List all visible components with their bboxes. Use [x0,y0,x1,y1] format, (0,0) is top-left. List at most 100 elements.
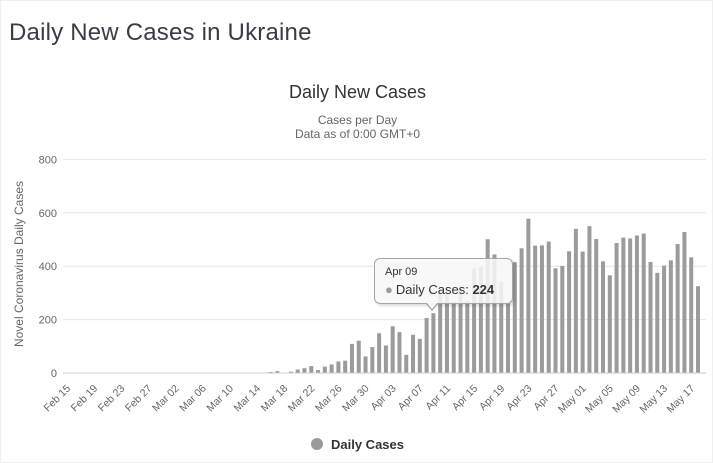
daily-cases-bar[interactable] [322,366,327,373]
daily-cases-bar[interactable] [587,226,592,373]
daily-cases-bar[interactable] [316,370,321,373]
x-tick-label: Mar 02 [150,383,182,415]
daily-cases-bar[interactable] [478,267,483,373]
daily-cases-bar[interactable] [268,371,273,373]
x-tick-label: Feb 19 [69,383,101,415]
legend-item-daily-cases[interactable]: Daily Cases [1,434,712,454]
tooltip-arrow-fill [426,302,438,309]
daily-cases-bar[interactable] [621,237,626,373]
daily-cases-bar[interactable] [451,301,456,373]
x-tick-label: May 13 [637,383,670,416]
daily-cases-bar[interactable] [356,340,361,373]
tooltip: Apr 09 ● Daily Cases: 224 [374,258,513,311]
x-tick-label: Mar 26 [313,383,345,415]
daily-cases-bar[interactable] [648,261,653,373]
x-tick-label: Apr 15 [450,383,480,413]
daily-cases-bar[interactable] [465,300,470,373]
daily-cases-bar[interactable] [628,238,633,373]
tooltip-date: Apr 09 [385,266,418,278]
x-tick-label: May 05 [583,383,616,416]
daily-cases-bar[interactable] [607,275,612,373]
daily-cases-bar[interactable] [404,354,409,373]
x-tick-label: Mar 30 [340,383,372,415]
page-title: Daily New Cases in Ukraine [9,19,312,46]
daily-cases-bar[interactable] [397,332,402,373]
daily-cases-bar[interactable] [302,368,307,373]
daily-cases-bar[interactable] [485,239,490,373]
x-tick-label: May 09 [610,383,643,416]
daily-cases-bar[interactable] [288,371,293,373]
daily-cases-bar[interactable] [383,345,388,373]
x-tick-label: Mar 06 [177,383,209,415]
daily-cases-bar[interactable] [336,361,341,373]
daily-cases-bar[interactable] [573,228,578,373]
x-tick-label: Feb 27 [123,383,155,415]
chart-subtitle-line1: Cases per Day [317,113,398,127]
daily-cases-bar[interactable] [431,313,436,373]
daily-cases-bar[interactable] [295,369,300,373]
daily-cases-bar[interactable] [539,245,544,373]
x-tick-label: Apr 03 [368,383,398,413]
daily-cases-bar[interactable] [668,260,673,373]
daily-cases-bar[interactable] [275,371,280,373]
daily-cases-bar[interactable] [499,281,504,373]
x-tick-label: Apr 11 [423,383,453,413]
daily-cases-bar[interactable] [329,364,334,373]
daily-cases-bar[interactable] [363,356,368,373]
daily-cases-bar[interactable] [634,235,639,373]
daily-cases-bar[interactable] [377,333,382,373]
daily-cases-bar[interactable] [492,254,497,373]
daily-cases-bar[interactable] [682,232,687,373]
daily-cases-bar[interactable] [662,265,667,373]
series-marker-icon: ● [385,282,393,297]
x-tick-label: Feb 23 [96,383,128,415]
daily-cases-bar[interactable] [526,218,531,373]
daily-cases-bar[interactable] [472,268,477,373]
daily-cases-bar[interactable] [370,347,375,373]
daily-cases-bar[interactable] [594,238,599,373]
daily-cases-bar[interactable] [675,244,680,373]
daily-cases-bar[interactable] [655,272,660,373]
tooltip-row: ● Daily Cases: 224 [385,282,503,297]
daily-cases-bar[interactable] [309,366,314,373]
daily-cases-bar[interactable] [512,262,517,373]
daily-cases-bar[interactable] [580,251,585,373]
daily-cases-bar[interactable] [614,242,619,373]
daily-cases-bar[interactable] [444,290,449,373]
x-tick-label: Mar 14 [232,383,264,415]
daily-cases-bar[interactable] [519,248,524,373]
daily-cases-bar[interactable] [417,338,422,373]
daily-cases-bar[interactable] [343,360,348,373]
x-tick-label: Apr 07 [396,383,426,413]
x-tick-label: Apr 19 [477,383,507,413]
x-tick-label: Mar 18 [259,383,291,415]
chart-title: Daily New Cases [288,82,427,102]
legend-label: Daily Cases [331,436,404,452]
daily-cases-bar[interactable] [641,233,646,373]
legend-marker-icon [311,438,323,450]
daily-cases-bar[interactable] [696,286,700,373]
daily-cases-bar[interactable] [349,343,354,373]
daily-cases-bar[interactable] [390,326,395,373]
daily-cases-bar[interactable] [567,251,572,373]
chart-subtitle-line2: Data as of 0:00 GMT+0 [294,127,421,141]
y-tick-label: 200 [39,315,57,327]
daily-cases-bar[interactable] [546,241,551,373]
y-tick-label: 0 [51,368,57,380]
daily-cases-bar[interactable] [553,268,558,373]
daily-cases-bar[interactable] [601,261,606,373]
daily-cases-bar[interactable] [533,245,538,373]
tooltip-value: 224 [472,282,495,297]
x-tick-label: Mar 10 [204,383,236,415]
daily-cases-bar[interactable] [560,265,565,373]
x-tick-label: Apr 23 [504,383,534,413]
daily-cases-bar[interactable] [689,257,694,373]
daily-cases-bar[interactable] [506,303,511,373]
daily-cases-bar[interactable] [424,317,429,373]
daily-cases-bar[interactable] [458,286,463,373]
x-tick-label: Feb 15 [42,383,74,415]
daily-cases-bar[interactable] [438,289,443,373]
daily-cases-bar[interactable] [411,334,416,373]
